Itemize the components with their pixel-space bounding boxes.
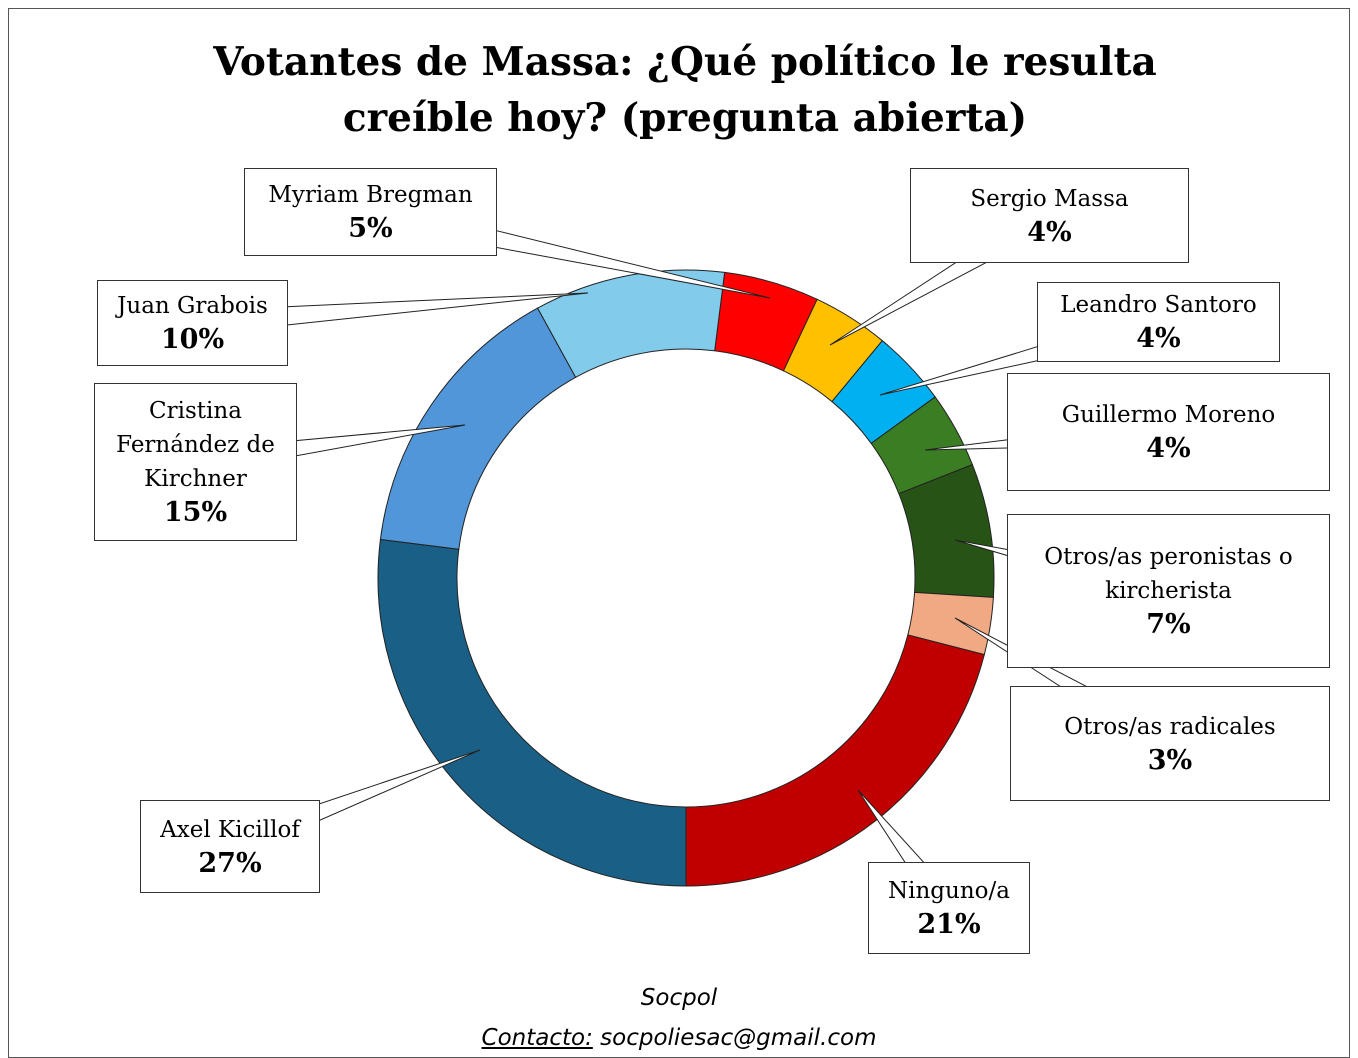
value-label: 3% xyxy=(1147,744,1193,776)
callout-box: Guillermo Moreno 4% xyxy=(1007,373,1330,491)
value-label: 5% xyxy=(348,213,393,244)
value-label: 21% xyxy=(917,909,981,940)
value-label: 7% xyxy=(1146,609,1191,640)
value-label: 4% xyxy=(1136,323,1181,354)
category-label: Otros/as peronistas o kircherista xyxy=(1044,544,1293,604)
value-label: 10% xyxy=(160,324,225,355)
callout-box: Axel Kicillof 27% xyxy=(140,800,320,893)
callout-box: Leandro Santoro 4% xyxy=(1037,282,1280,362)
callout-box: Juan Grabois 10% xyxy=(97,280,288,366)
category-label: Axel Kicillof xyxy=(160,816,300,843)
category-label: Cristina Fernández de Kirchner xyxy=(116,398,275,492)
category-label: Leandro Santoro xyxy=(1060,292,1257,318)
callout-box: Otros/as radicales 3% xyxy=(1010,686,1330,801)
callout-box: Cristina Fernández de Kirchner 15% xyxy=(94,383,297,541)
contact: socpoliesac@gmail.com xyxy=(592,1025,877,1051)
callout-box: Myriam Bregman 5% xyxy=(244,168,497,256)
donut-segment xyxy=(685,634,985,887)
value-label: 4% xyxy=(1027,216,1072,248)
contact-line: Contacto: socpoliesac@gmail.com xyxy=(0,1025,1358,1051)
donut-segment xyxy=(377,538,687,887)
source: Socpol xyxy=(640,985,718,1011)
callout-box: Ninguno/a 21% xyxy=(868,862,1030,954)
category-label: Ninguno/a xyxy=(888,878,1010,904)
category-label: Otros/as radicales xyxy=(1064,713,1276,740)
callout-box: Sergio Massa 4% xyxy=(910,168,1189,263)
callout-box: Otros/as peronistas o kircherista 7% xyxy=(1007,514,1330,668)
category-label: Juan Grabois xyxy=(117,293,268,319)
chart-title: Votantes de Massa: ¿Qué político le resu… xyxy=(213,39,1157,141)
contact-label: Contacto: xyxy=(481,1025,593,1051)
value-label: 4% xyxy=(1146,433,1191,464)
donut-segment xyxy=(379,307,577,550)
category-label: Myriam Bregman xyxy=(268,182,473,208)
value-label: 27% xyxy=(198,847,262,879)
category-label: Sergio Massa xyxy=(970,185,1129,212)
value-label: 15% xyxy=(163,497,228,528)
category-label: Guillermo Moreno xyxy=(1061,402,1276,428)
donut-segment xyxy=(536,269,726,379)
